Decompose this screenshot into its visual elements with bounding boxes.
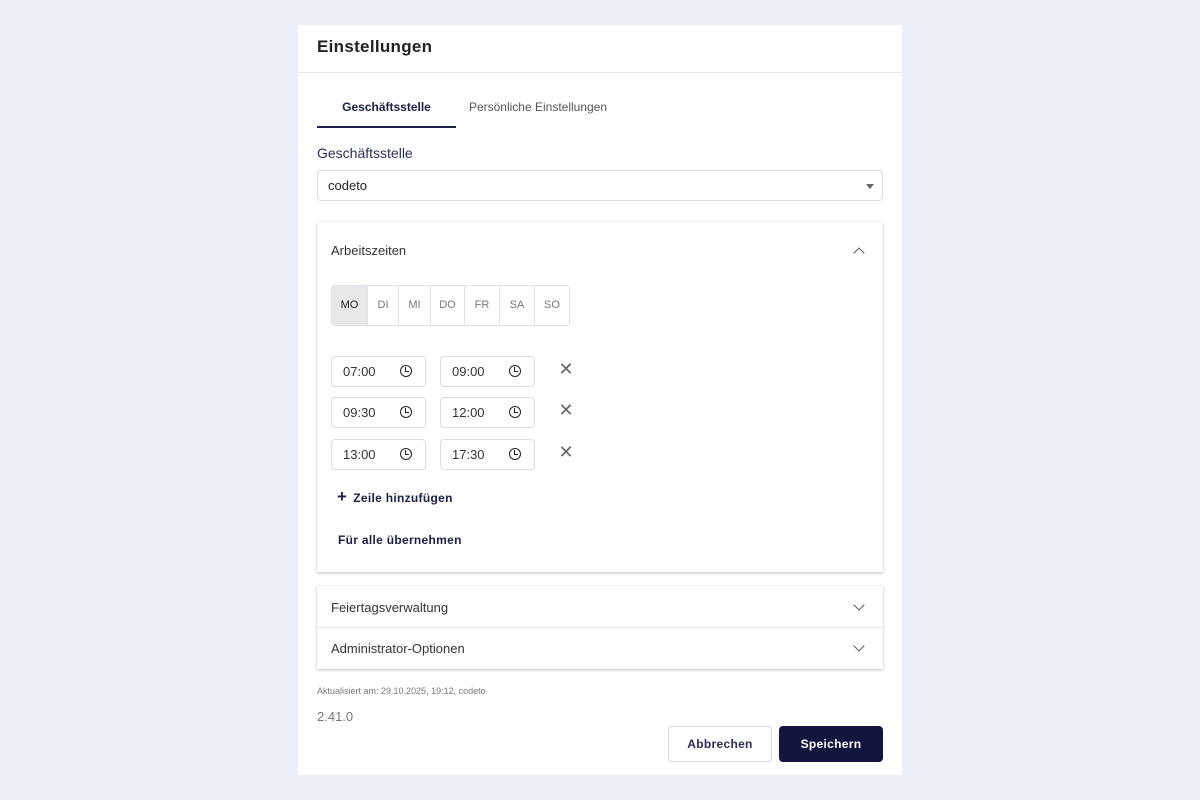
updated-info: Aktualisiert am: 29.10.2025, 19:12, code… xyxy=(317,686,486,696)
working-hours-panel: Arbeitszeiten MO DI MI DO FR SA SO 07:00… xyxy=(317,222,883,572)
clock-icon[interactable] xyxy=(400,406,412,418)
day-mo[interactable]: MO xyxy=(332,286,368,325)
day-do[interactable]: DO xyxy=(431,286,465,325)
clock-icon[interactable] xyxy=(509,365,521,377)
day-di[interactable]: DI xyxy=(368,286,399,325)
collapsed-sections: Feiertagsverwaltung Administrator-Option… xyxy=(317,586,883,669)
tab-geschaeftsstelle[interactable]: Geschäftsstelle xyxy=(317,100,456,128)
end-time-value: 12:00 xyxy=(452,405,485,420)
section-divider xyxy=(317,627,883,628)
remove-row-close-icon[interactable]: ✕ xyxy=(558,400,574,420)
day-sa[interactable]: SA xyxy=(500,286,535,325)
clock-icon[interactable] xyxy=(400,448,412,460)
clock-icon[interactable] xyxy=(509,406,521,418)
dialog-title: Einstellungen xyxy=(317,37,433,56)
day-mi[interactable]: MI xyxy=(399,286,431,325)
clock-icon[interactable] xyxy=(509,448,521,460)
plus-icon: + xyxy=(337,487,348,506)
remove-row-close-icon[interactable]: ✕ xyxy=(558,442,574,462)
office-select[interactable]: codeto xyxy=(317,170,883,201)
day-so[interactable]: SO xyxy=(544,299,560,311)
day-selector: MO DI MI DO FR SA SO xyxy=(331,285,570,326)
holiday-section-header[interactable]: Feiertagsverwaltung xyxy=(317,586,883,627)
chevron-down-icon xyxy=(853,599,865,611)
end-time-value: 17:30 xyxy=(452,447,485,462)
chevron-down-icon xyxy=(853,640,865,652)
clock-icon[interactable] xyxy=(400,365,412,377)
admin-section-title: Administrator-Optionen xyxy=(331,641,465,656)
settings-dialog: Einstellungen Geschäftsstelle Persönlich… xyxy=(298,25,902,775)
working-hours-header[interactable]: Arbeitszeiten xyxy=(331,243,407,258)
start-time-value: 09:30 xyxy=(343,405,376,420)
end-time-input[interactable]: 09:00 xyxy=(440,356,535,387)
end-time-input[interactable]: 12:00 xyxy=(440,397,535,428)
cancel-button[interactable]: Abbrechen xyxy=(668,726,772,762)
save-button[interactable]: Speichern xyxy=(779,726,883,762)
office-select-value: codeto xyxy=(328,178,368,193)
version-label: 2.41.0 xyxy=(317,709,354,724)
add-row-label: Zeile hinzufügen xyxy=(353,491,453,505)
header-divider xyxy=(298,72,902,73)
end-time-value: 09:00 xyxy=(452,364,485,379)
start-time-value: 13:00 xyxy=(343,447,376,462)
office-label: Geschäftsstelle xyxy=(317,145,413,161)
holiday-section-title: Feiertagsverwaltung xyxy=(331,600,449,615)
apply-all-button[interactable]: Für alle übernehmen xyxy=(338,533,462,547)
day-fr[interactable]: FR xyxy=(465,286,500,325)
chevron-up-icon[interactable] xyxy=(853,247,865,259)
remove-row-close-icon[interactable]: ✕ xyxy=(558,359,574,379)
admin-section-header[interactable]: Administrator-Optionen xyxy=(317,628,883,669)
start-time-input[interactable]: 13:00 xyxy=(331,439,426,470)
start-time-input[interactable]: 09:30 xyxy=(331,397,426,428)
tab-persoenliche-einstellungen[interactable]: Persönliche Einstellungen xyxy=(468,100,608,114)
start-time-input[interactable]: 07:00 xyxy=(331,356,426,387)
start-time-value: 07:00 xyxy=(343,364,376,379)
add-row-button[interactable]: + Zeile hinzufügen xyxy=(337,487,453,507)
end-time-input[interactable]: 17:30 xyxy=(440,439,535,470)
dropdown-caret-icon xyxy=(866,184,874,189)
